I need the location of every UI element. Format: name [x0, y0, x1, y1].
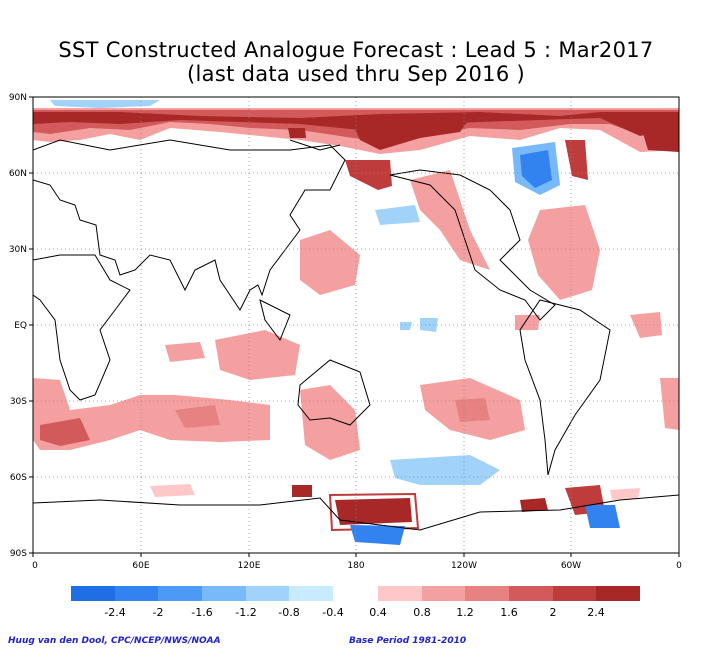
- western-pacific-warm: [215, 330, 300, 380]
- lat-label-eq: EQ: [14, 321, 27, 331]
- lat-label-30s: 30S: [10, 397, 27, 407]
- north-pacific-cold: [375, 205, 420, 225]
- lat-label-30n: 30N: [9, 245, 27, 255]
- lat-label-90n: 90N: [9, 93, 27, 103]
- southern-warm-band: [33, 378, 679, 460]
- lon-label-120e: 120E: [238, 561, 261, 571]
- north-atlantic-warm: [528, 205, 600, 300]
- east-pacific-warm: [515, 315, 540, 330]
- northeast-pacific-warm: [410, 170, 490, 270]
- colorbar-neg-4: [202, 586, 246, 601]
- title-line-2: (last data used thru Sep 2016 ): [187, 62, 525, 86]
- lon-label-0-east: 0: [676, 561, 682, 571]
- southern-ocean-cold: [390, 455, 500, 485]
- colorbar-neg-5: [246, 586, 289, 601]
- colorbar-label-neg-1-6: -1.6: [191, 606, 212, 619]
- latitude-labels: 90N 60N 30N EQ 30S 60S 90S: [9, 93, 27, 559]
- hudson-bay-cold-anomaly: [512, 142, 560, 195]
- colorbar-label-neg-2: -2: [153, 606, 164, 619]
- central-north-pacific-warm: [300, 230, 360, 295]
- lon-label-60e: 60E: [132, 561, 149, 571]
- colorbar-label-pos-1-2: 1.2: [456, 606, 474, 619]
- colorbar-pos-6: [596, 586, 640, 601]
- lat-label-60n: 60N: [9, 169, 27, 179]
- credit-author: Huug van den Dool, CPC/NCEP/NWS/NOAA: [8, 636, 221, 646]
- lon-label-120w: 120W: [451, 561, 477, 571]
- arctic-cold-anomaly: [50, 100, 160, 108]
- credit-base-period: Base Period 1981-2010: [349, 636, 467, 646]
- indian-ocean-warm: [165, 342, 205, 362]
- colorbar-pos-2: [422, 586, 465, 601]
- axis-ticks: [29, 96, 680, 557]
- colorbar-pos-3: [465, 586, 509, 601]
- colorbar: -2.4 -2 -1.6 -1.2 -0.8 -0.4 0.4 0.8 1.2 …: [71, 586, 640, 619]
- continent-outlines: [33, 139, 679, 531]
- colorbar-neg-3: [158, 586, 202, 601]
- colorbar-pos-5: [553, 586, 596, 601]
- colorbar-label-neg-0-8: -0.8: [278, 606, 299, 619]
- colorbar-neg-6: [289, 586, 333, 601]
- longitude-labels: 0 60E 120E 180 120W 60W 0: [32, 561, 682, 571]
- colorbar-label-neg-2-4: -2.4: [104, 606, 125, 619]
- colorbar-label-neg-1-2: -1.2: [235, 606, 256, 619]
- colorbar-label-pos-2: 2: [550, 606, 557, 619]
- lat-label-60s: 60S: [10, 473, 27, 483]
- lat-label-90s: 90S: [10, 549, 27, 559]
- colorbar-neg-1: [71, 586, 115, 601]
- equatorial-cold-patch-2: [400, 322, 412, 330]
- title-line-1: SST Constructed Analogue Forecast : Lead…: [58, 38, 654, 62]
- antarctic-anomalies: [150, 484, 640, 545]
- colorbar-label-pos-1-6: 1.6: [500, 606, 518, 619]
- lon-label-60w: 60W: [561, 561, 581, 571]
- lon-label-180: 180: [347, 561, 364, 571]
- lon-label-0: 0: [32, 561, 38, 571]
- gridlines: [33, 97, 679, 553]
- colorbar-label-pos-2-4: 2.4: [587, 606, 605, 619]
- colorbar-neg-2: [115, 586, 158, 601]
- colorbar-pos-4: [509, 586, 553, 601]
- colorbar-pos-1: [378, 586, 422, 601]
- colorbar-label-neg-0-4: -0.4: [322, 606, 343, 619]
- colorbar-label-pos-0-8: 0.8: [413, 606, 431, 619]
- colorbar-label-pos-0-4: 0.4: [369, 606, 387, 619]
